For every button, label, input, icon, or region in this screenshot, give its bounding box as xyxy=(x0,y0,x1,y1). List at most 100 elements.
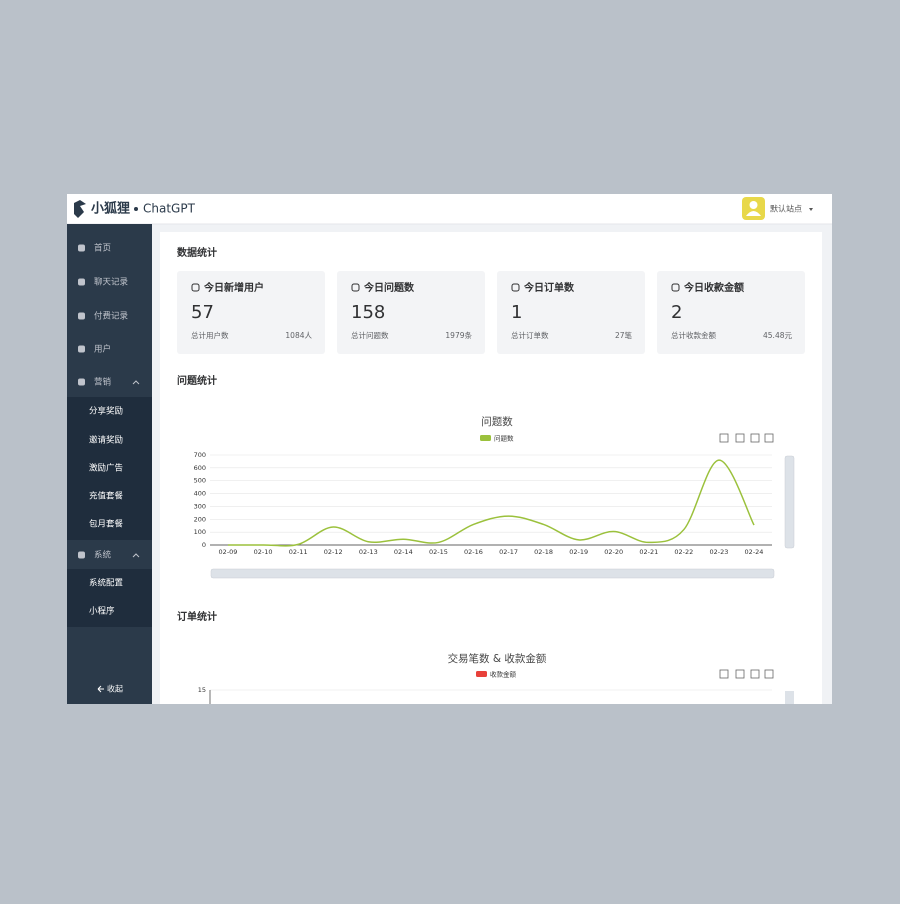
card-icon xyxy=(671,283,680,292)
legend-swatch xyxy=(476,671,487,677)
chart-title: 交易笔数 & 收款金额 xyxy=(448,652,547,665)
card-total-label: 总计收款金额 xyxy=(671,330,716,340)
x-tick-label: 02-20 xyxy=(604,548,623,556)
logo: 小狐狸 xyxy=(91,201,130,217)
zoom-slider[interactable] xyxy=(210,568,775,579)
submenu-bg xyxy=(67,397,152,540)
logo-icon xyxy=(74,200,86,218)
toolbox-button[interactable] xyxy=(735,669,745,679)
menu-icon xyxy=(78,551,85,559)
x-tick-label: 02-24 xyxy=(745,548,764,556)
x-tick-label: 02-14 xyxy=(394,548,413,556)
toolbox-button[interactable] xyxy=(735,433,745,443)
collapse-icon-head xyxy=(97,685,102,693)
y-tick-label: 0 xyxy=(202,541,206,549)
card-total: 1979条 xyxy=(445,330,472,340)
x-tick-label: 02-15 xyxy=(429,548,448,556)
legend-swatch xyxy=(480,435,491,441)
x-tick-label: 02-18 xyxy=(534,548,553,556)
submenu-item[interactable]: 分享奖励 xyxy=(89,406,123,417)
menu-icon xyxy=(78,312,85,320)
card-value: 1 xyxy=(511,302,522,323)
menu-icon xyxy=(78,244,85,252)
submenu-item[interactable]: 邀请奖励 xyxy=(89,435,123,446)
menu-item[interactable]: 系统 xyxy=(94,550,112,561)
y-tick-label: 15 xyxy=(198,686,206,694)
app-name: ChatGPT xyxy=(143,202,196,216)
menu-item[interactable]: 付费记录 xyxy=(94,311,129,322)
submenu-item[interactable]: 充值套餐 xyxy=(89,491,124,502)
card-value: 158 xyxy=(351,302,385,323)
y-tick-label: 100 xyxy=(194,528,206,536)
y-tick-label: 500 xyxy=(194,477,206,485)
x-tick-label: 02-19 xyxy=(569,548,588,556)
card-total-label: 总计问题数 xyxy=(351,330,389,340)
card-icon xyxy=(191,283,200,292)
x-tick-label: 02-13 xyxy=(359,548,378,556)
x-tick-label: 02-22 xyxy=(674,548,693,556)
legend-label[interactable]: 问题数 xyxy=(494,434,514,443)
x-tick-label: 02-16 xyxy=(464,548,483,556)
separator xyxy=(134,207,138,211)
toolbox-button[interactable] xyxy=(764,669,774,679)
menu-icon xyxy=(78,345,85,353)
menu-item[interactable]: 聊天记录 xyxy=(94,277,129,288)
avatar-body xyxy=(746,211,761,216)
sidebar-menu: 首页聊天记录付费记录用户营销分享奖励邀请奖励激励广告充值套餐包月套餐系统系统配置… xyxy=(67,243,152,627)
x-tick-label: 02-12 xyxy=(324,548,343,556)
stat-card xyxy=(337,271,485,354)
card-icon xyxy=(511,283,520,292)
zoom-slider-vertical[interactable] xyxy=(785,691,794,704)
card-value: 2 xyxy=(671,302,682,323)
submenu-item[interactable]: 小程序 xyxy=(89,606,115,617)
site-selector[interactable]: 默认站点 xyxy=(770,204,802,214)
section-title: 订单统计 xyxy=(177,610,217,623)
toolbox-button[interactable] xyxy=(764,433,774,443)
toolbox-button[interactable] xyxy=(750,669,760,679)
x-tick-label: 02-10 xyxy=(254,548,273,556)
y-tick-label: 600 xyxy=(194,464,206,472)
menu-icon xyxy=(78,378,85,386)
x-tick-label: 02-09 xyxy=(219,548,238,556)
dropdown-arrow xyxy=(809,208,813,211)
top-bar xyxy=(67,194,832,224)
card-title: 今日新增用户 xyxy=(203,281,264,294)
x-tick-label: 02-17 xyxy=(499,548,518,556)
series-line xyxy=(227,459,755,547)
menu-item[interactable]: 用户 xyxy=(94,344,111,355)
stat-cards: 今日新增用户 57 总计用户数 1084人 今日问题数 158 总计问题数 1979条 今日订单… xyxy=(177,271,805,354)
menu-arrow xyxy=(132,380,140,385)
x-tick-label: 02-11 xyxy=(289,548,308,556)
stat-card xyxy=(497,271,645,354)
menu-item[interactable]: 首页 xyxy=(94,243,111,254)
card-title: 今日收款金额 xyxy=(683,281,744,294)
toolbox-button[interactable] xyxy=(750,433,760,443)
x-tick-label: 02-23 xyxy=(709,548,728,556)
toolbox-button[interactable] xyxy=(719,669,729,679)
submenu-item[interactable]: 系统配置 xyxy=(89,578,124,589)
card-total: 1084人 xyxy=(285,331,312,340)
zoom-slider-vertical[interactable] xyxy=(784,455,795,549)
card-title: 今日订单数 xyxy=(523,281,575,294)
collapse-button[interactable]: 收起 xyxy=(107,684,123,694)
card-total-label: 总计用户数 xyxy=(191,330,229,340)
submenu-item[interactable]: 包月套餐 xyxy=(89,519,124,530)
y-tick-label: 300 xyxy=(194,502,206,510)
card-title: 今日问题数 xyxy=(363,281,415,294)
submenu-bg xyxy=(67,569,152,627)
card-total: 27笔 xyxy=(615,330,633,340)
card-icon xyxy=(351,283,360,292)
toolbox-button[interactable] xyxy=(719,433,729,443)
y-tick-label: 700 xyxy=(194,451,206,459)
section-title: 问题统计 xyxy=(177,374,217,387)
submenu-item[interactable]: 激励广告 xyxy=(89,463,123,474)
menu-item[interactable]: 营销 xyxy=(94,377,112,388)
section-title: 数据统计 xyxy=(177,246,217,259)
card-total-label: 总计订单数 xyxy=(511,330,549,340)
chart-title: 问题数 xyxy=(481,415,513,428)
legend-label[interactable]: 收款金额 xyxy=(490,670,517,679)
menu-icon xyxy=(78,278,85,286)
stat-card xyxy=(177,271,325,354)
